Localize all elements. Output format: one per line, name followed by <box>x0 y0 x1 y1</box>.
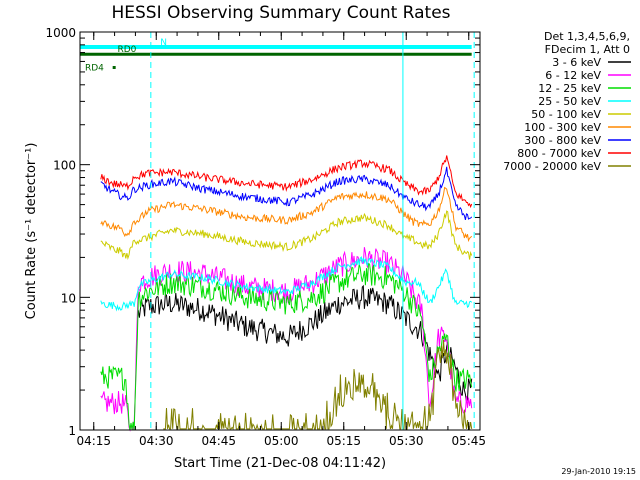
x-tick-label-6: 05:45 <box>451 434 486 448</box>
x-tick-label-5: 05:30 <box>389 434 424 448</box>
legend-label-0: 3 - 6 keV <box>552 56 601 69</box>
legend-label-5: 100 - 300 keV <box>524 121 601 134</box>
x-tick-label-1: 04:30 <box>139 434 174 448</box>
legend-label-6: 300 - 800 keV <box>524 134 601 147</box>
flags-layer: N RD0 RD4 <box>80 38 472 74</box>
legend-header-1: FDecim 1, Att 0 <box>545 43 630 56</box>
series-line-6 <box>100 166 473 221</box>
series-layer <box>100 155 473 432</box>
flag-label-0: N <box>160 38 167 48</box>
legend-label-7: 800 - 7000 keV <box>517 147 601 160</box>
flag-label-2: RD4 <box>85 64 104 74</box>
legend-label-4: 50 - 100 keV <box>531 108 601 121</box>
x-tick-label-3: 05:00 <box>264 434 299 448</box>
y-axis-label: Count Rate (s⁻¹ detector⁻¹) <box>24 143 39 320</box>
vline-layer <box>150 32 475 430</box>
series-line-8 <box>163 339 473 431</box>
y-tick-label-0: 1 <box>68 424 76 438</box>
y-tick-label-1: 10 <box>61 291 76 305</box>
flag-bar-2 <box>112 66 116 70</box>
y-tick-label-3: 1000 <box>45 26 76 40</box>
legend-label-8: 7000 - 20000 keV <box>503 160 601 173</box>
x-axis-label: Start Time (21-Dec-08 04:11:42) <box>174 456 386 471</box>
legend: Det 1,3,4,5,6,9,FDecim 1, Att 03 - 6 keV… <box>503 30 631 173</box>
plot-frame <box>79 31 481 431</box>
chart-title: HESSI Observing Summary Count Rates <box>111 3 450 23</box>
legend-label-3: 25 - 50 keV <box>538 95 601 108</box>
series-line-3 <box>100 255 473 312</box>
x-tick-label-4: 05:15 <box>326 434 361 448</box>
series-line-0 <box>137 284 473 404</box>
series-line-5 <box>100 186 473 243</box>
legend-label-1: 6 - 12 keV <box>545 69 601 82</box>
ticks-layer: 04:15 04:30 04:45 05:00 05:15 05:30 05:45 1 10 10… <box>45 26 486 448</box>
series-line-7 <box>100 155 473 209</box>
legend-header-0: Det 1,3,4,5,6,9, <box>544 30 630 43</box>
x-tick-label-0: 04:15 <box>76 434 111 448</box>
timestamp: 29-Jan-2010 19:15 <box>561 467 636 476</box>
flag-label-1: RD0 <box>118 45 137 55</box>
legend-label-2: 12 - 25 keV <box>538 82 601 95</box>
y-tick-label-2: 100 <box>53 159 76 173</box>
x-tick-label-2: 04:45 <box>201 434 236 448</box>
series-line-4 <box>100 210 473 261</box>
series-line-2 <box>100 262 473 430</box>
